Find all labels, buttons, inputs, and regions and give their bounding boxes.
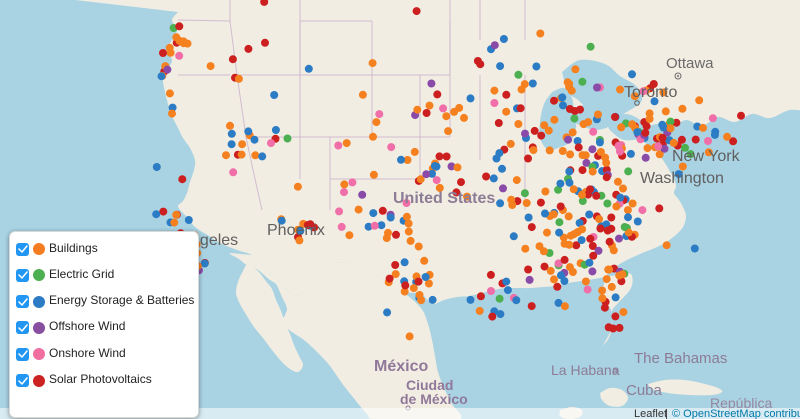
svg-text:La Habana: La Habana (551, 362, 620, 378)
svg-text:|: | (665, 408, 668, 419)
svg-text:United States: United States (393, 190, 495, 207)
svg-text:Toronto: Toronto (624, 84, 677, 101)
svg-text:© OpenStreetMap contributors: © OpenStreetMap contributors (672, 408, 800, 419)
svg-text:de México: de México (400, 391, 468, 407)
svg-text:Phoenix: Phoenix (267, 222, 325, 239)
svg-text:Ottawa: Ottawa (666, 55, 714, 72)
svg-text:The Bahamas: The Bahamas (634, 350, 727, 367)
svg-text:Washington: Washington (640, 170, 724, 187)
svg-text:New York: New York (672, 148, 741, 165)
svg-text:México: México (374, 358, 428, 375)
svg-text:Cuba: Cuba (626, 382, 663, 399)
svg-text:Leaflet: Leaflet (634, 408, 667, 419)
